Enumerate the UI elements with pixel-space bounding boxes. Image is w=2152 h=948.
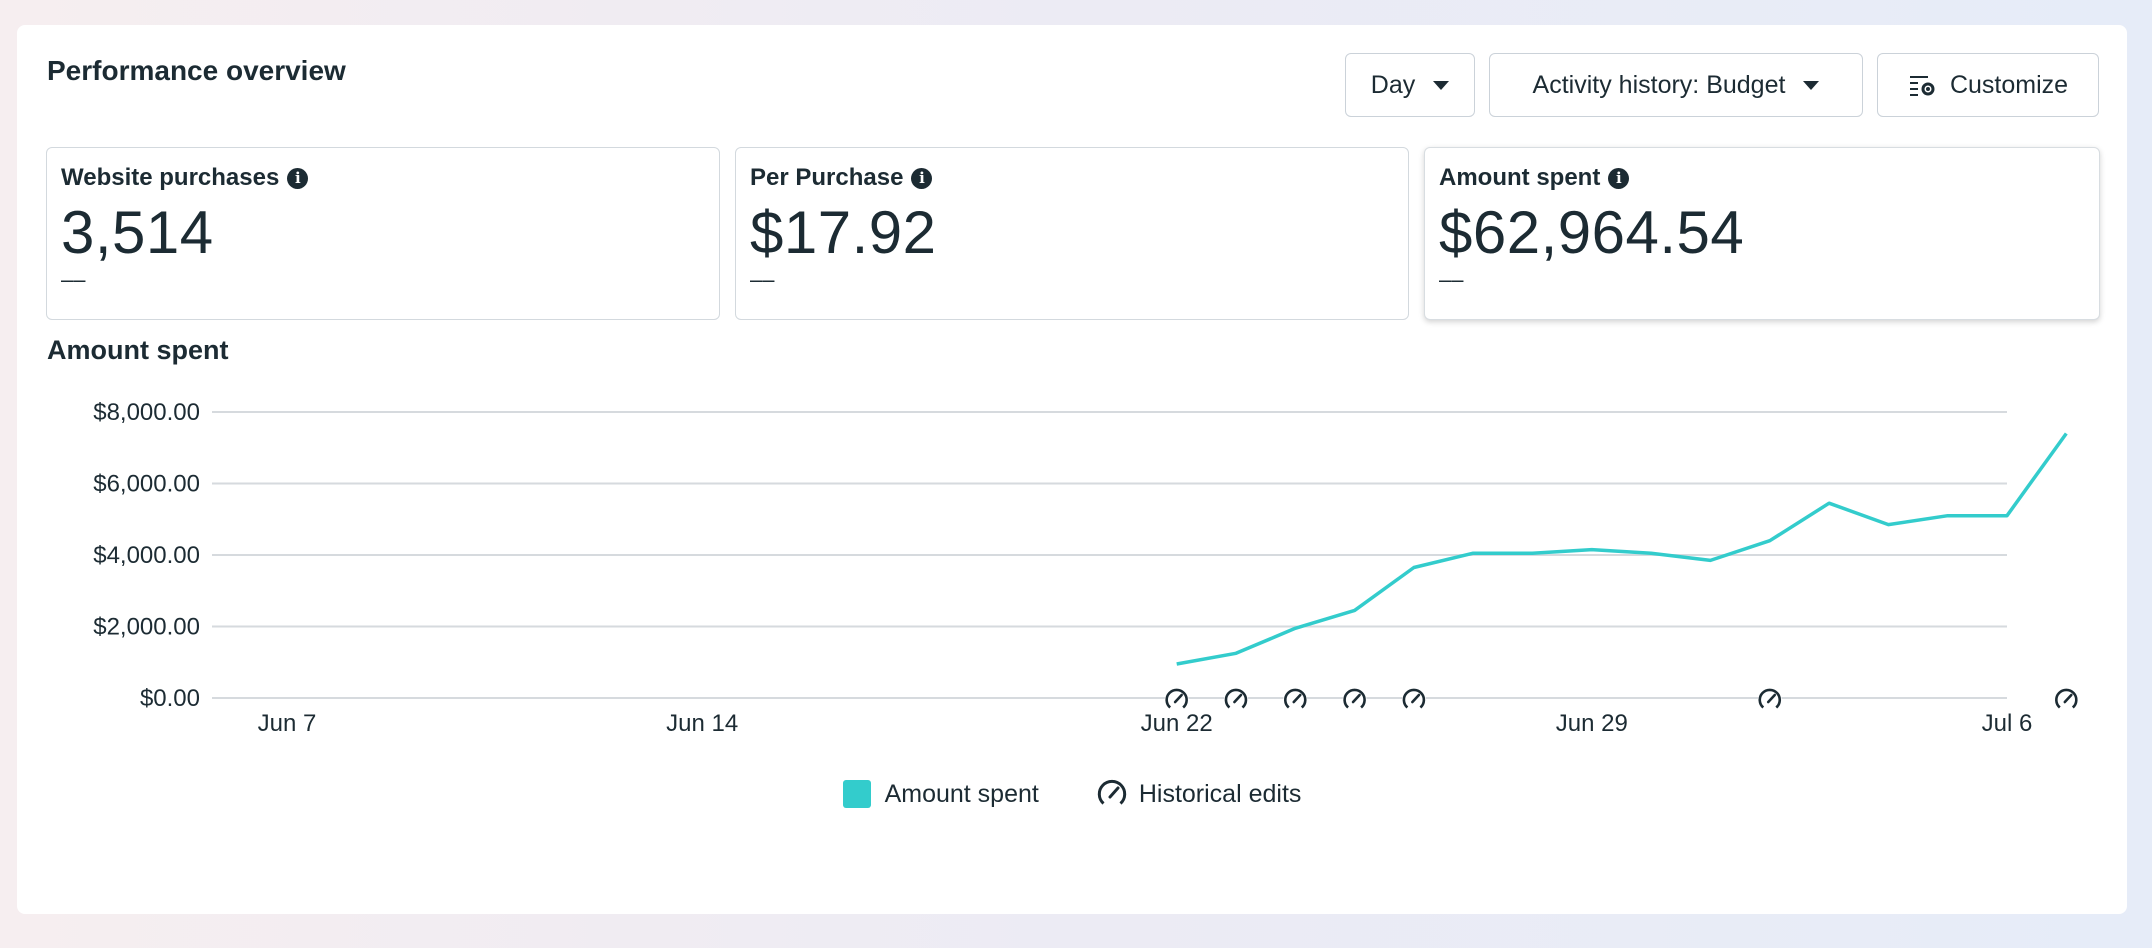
metric-label: Website purchases: [61, 164, 280, 191]
y-tick-label: $2,000.00: [93, 614, 200, 641]
activity-history-dropdown[interactable]: Activity history: Budget: [1489, 53, 1863, 117]
x-axis-ticks: Jun 7 Jun 14 Jun 22 Jun 29 Jul 6: [258, 710, 2033, 737]
historical-edit-icon: [1283, 688, 1308, 712]
legend-label: Historical edits: [1138, 779, 1302, 808]
edit-marker-arc: [1284, 688, 1307, 709]
day-dropdown[interactable]: Day: [1345, 53, 1475, 117]
series-line: [1176, 432, 2068, 666]
edit-marker-needle: [1233, 693, 1243, 704]
metric-card-per-purchase[interactable]: Per Purchase i $17.92 ––: [735, 147, 1409, 320]
caret-down-icon: [1803, 80, 1820, 90]
y-tick-label: $8,000.00: [93, 399, 200, 426]
y-axis-ticks: $0.00 $2,000.00 $4,000.00 $6,000.00 $8,000.0…: [93, 399, 200, 712]
edit-marker-needle: [2063, 693, 2073, 704]
x-tick-label: Jul 6: [1982, 710, 2033, 737]
customize-button[interactable]: Customize: [1877, 53, 2099, 117]
x-tick-label: Jun 22: [1141, 710, 1213, 737]
metric-label-row: Website purchases i: [61, 164, 705, 192]
x-tick-label: Jun 14: [666, 710, 738, 737]
y-tick-label: $4,000.00: [93, 542, 200, 569]
edit-marker-arc: [1165, 688, 1188, 709]
metric-value: $17.92: [750, 199, 937, 266]
metric-label: Per Purchase: [750, 164, 904, 191]
historical-edit-icon: [1342, 688, 1367, 712]
metric-card-amount-spent[interactable]: Amount spent i $62,964.54 ––: [1424, 147, 2100, 320]
legend-swatch: [842, 780, 871, 808]
historical-edit-markers: [1164, 688, 2079, 712]
legend-item-historical-edits[interactable]: Historical edits: [1095, 777, 1302, 811]
edit-marker-arc: [1402, 688, 1426, 709]
edit-marker-needle: [1411, 693, 1421, 704]
chart-series-lines: [1176, 432, 2068, 666]
historical-edit-icon: [1401, 688, 1426, 712]
historical-edit-icon: [1223, 688, 1248, 712]
customize-settings-icon: [1909, 76, 1935, 96]
info-icon[interactable]: i: [911, 167, 933, 189]
historical-edit-icon: [1164, 688, 1189, 712]
edit-marker-arc: [2055, 688, 2078, 709]
activity-history-label: Activity history: Budget: [1532, 70, 1786, 99]
customize-label: Customize: [1949, 70, 2069, 99]
page-title: Performance overview: [47, 55, 346, 86]
edit-marker-arc: [1343, 688, 1366, 709]
caret-down-icon: [1433, 80, 1450, 90]
metric-card-website-purchases[interactable]: Website purchases i 3,514 ––: [46, 147, 720, 320]
edit-marker-arc: [1758, 688, 1782, 709]
edit-marker-needle: [1173, 693, 1183, 704]
legend-item-amount-spent[interactable]: Amount spent: [842, 777, 1039, 811]
metric-label-row: Per Purchase i: [750, 164, 1394, 192]
metric-label: Amount spent: [1439, 164, 1601, 191]
historical-edit-icon: [2054, 688, 2079, 712]
historical-edit-icon: [1097, 779, 1127, 805]
y-tick-label: $6,000.00: [93, 471, 200, 498]
historical-edit-icon: [1757, 688, 1782, 712]
day-dropdown-label: Day: [1370, 70, 1416, 99]
metric-value: 3,514: [61, 199, 214, 266]
metric-compare: ––: [750, 267, 775, 292]
metric-compare: ––: [1439, 267, 1464, 292]
edit-marker-needle: [1351, 693, 1361, 704]
performance-overview-card: Performance overview Day Activity histor…: [17, 25, 2127, 914]
metric-label-row: Amount spent i: [1439, 164, 2085, 192]
edit-marker-arc: [1224, 688, 1248, 709]
chart-legend: Amount spent Historical edits: [17, 777, 2127, 811]
chart-title: Amount spent: [47, 335, 229, 365]
y-tick-label: $0.00: [140, 685, 200, 712]
amount-spent-chart: $0.00 $2,000.00 $4,000.00 $6,000.00 $8,000.0…: [93, 399, 2079, 737]
edit-marker-needle: [1292, 693, 1302, 704]
info-icon[interactable]: i: [287, 167, 309, 189]
info-icon[interactable]: i: [1608, 167, 1630, 189]
legend-label: Amount spent: [884, 779, 1039, 808]
chart-grid: [212, 411, 2007, 699]
x-tick-label: Jun 7: [258, 710, 317, 737]
edit-marker-needle: [1766, 693, 1777, 704]
metric-compare: ––: [61, 267, 86, 292]
metric-value: $62,964.54: [1439, 199, 1745, 266]
x-tick-label: Jun 29: [1556, 710, 1628, 737]
